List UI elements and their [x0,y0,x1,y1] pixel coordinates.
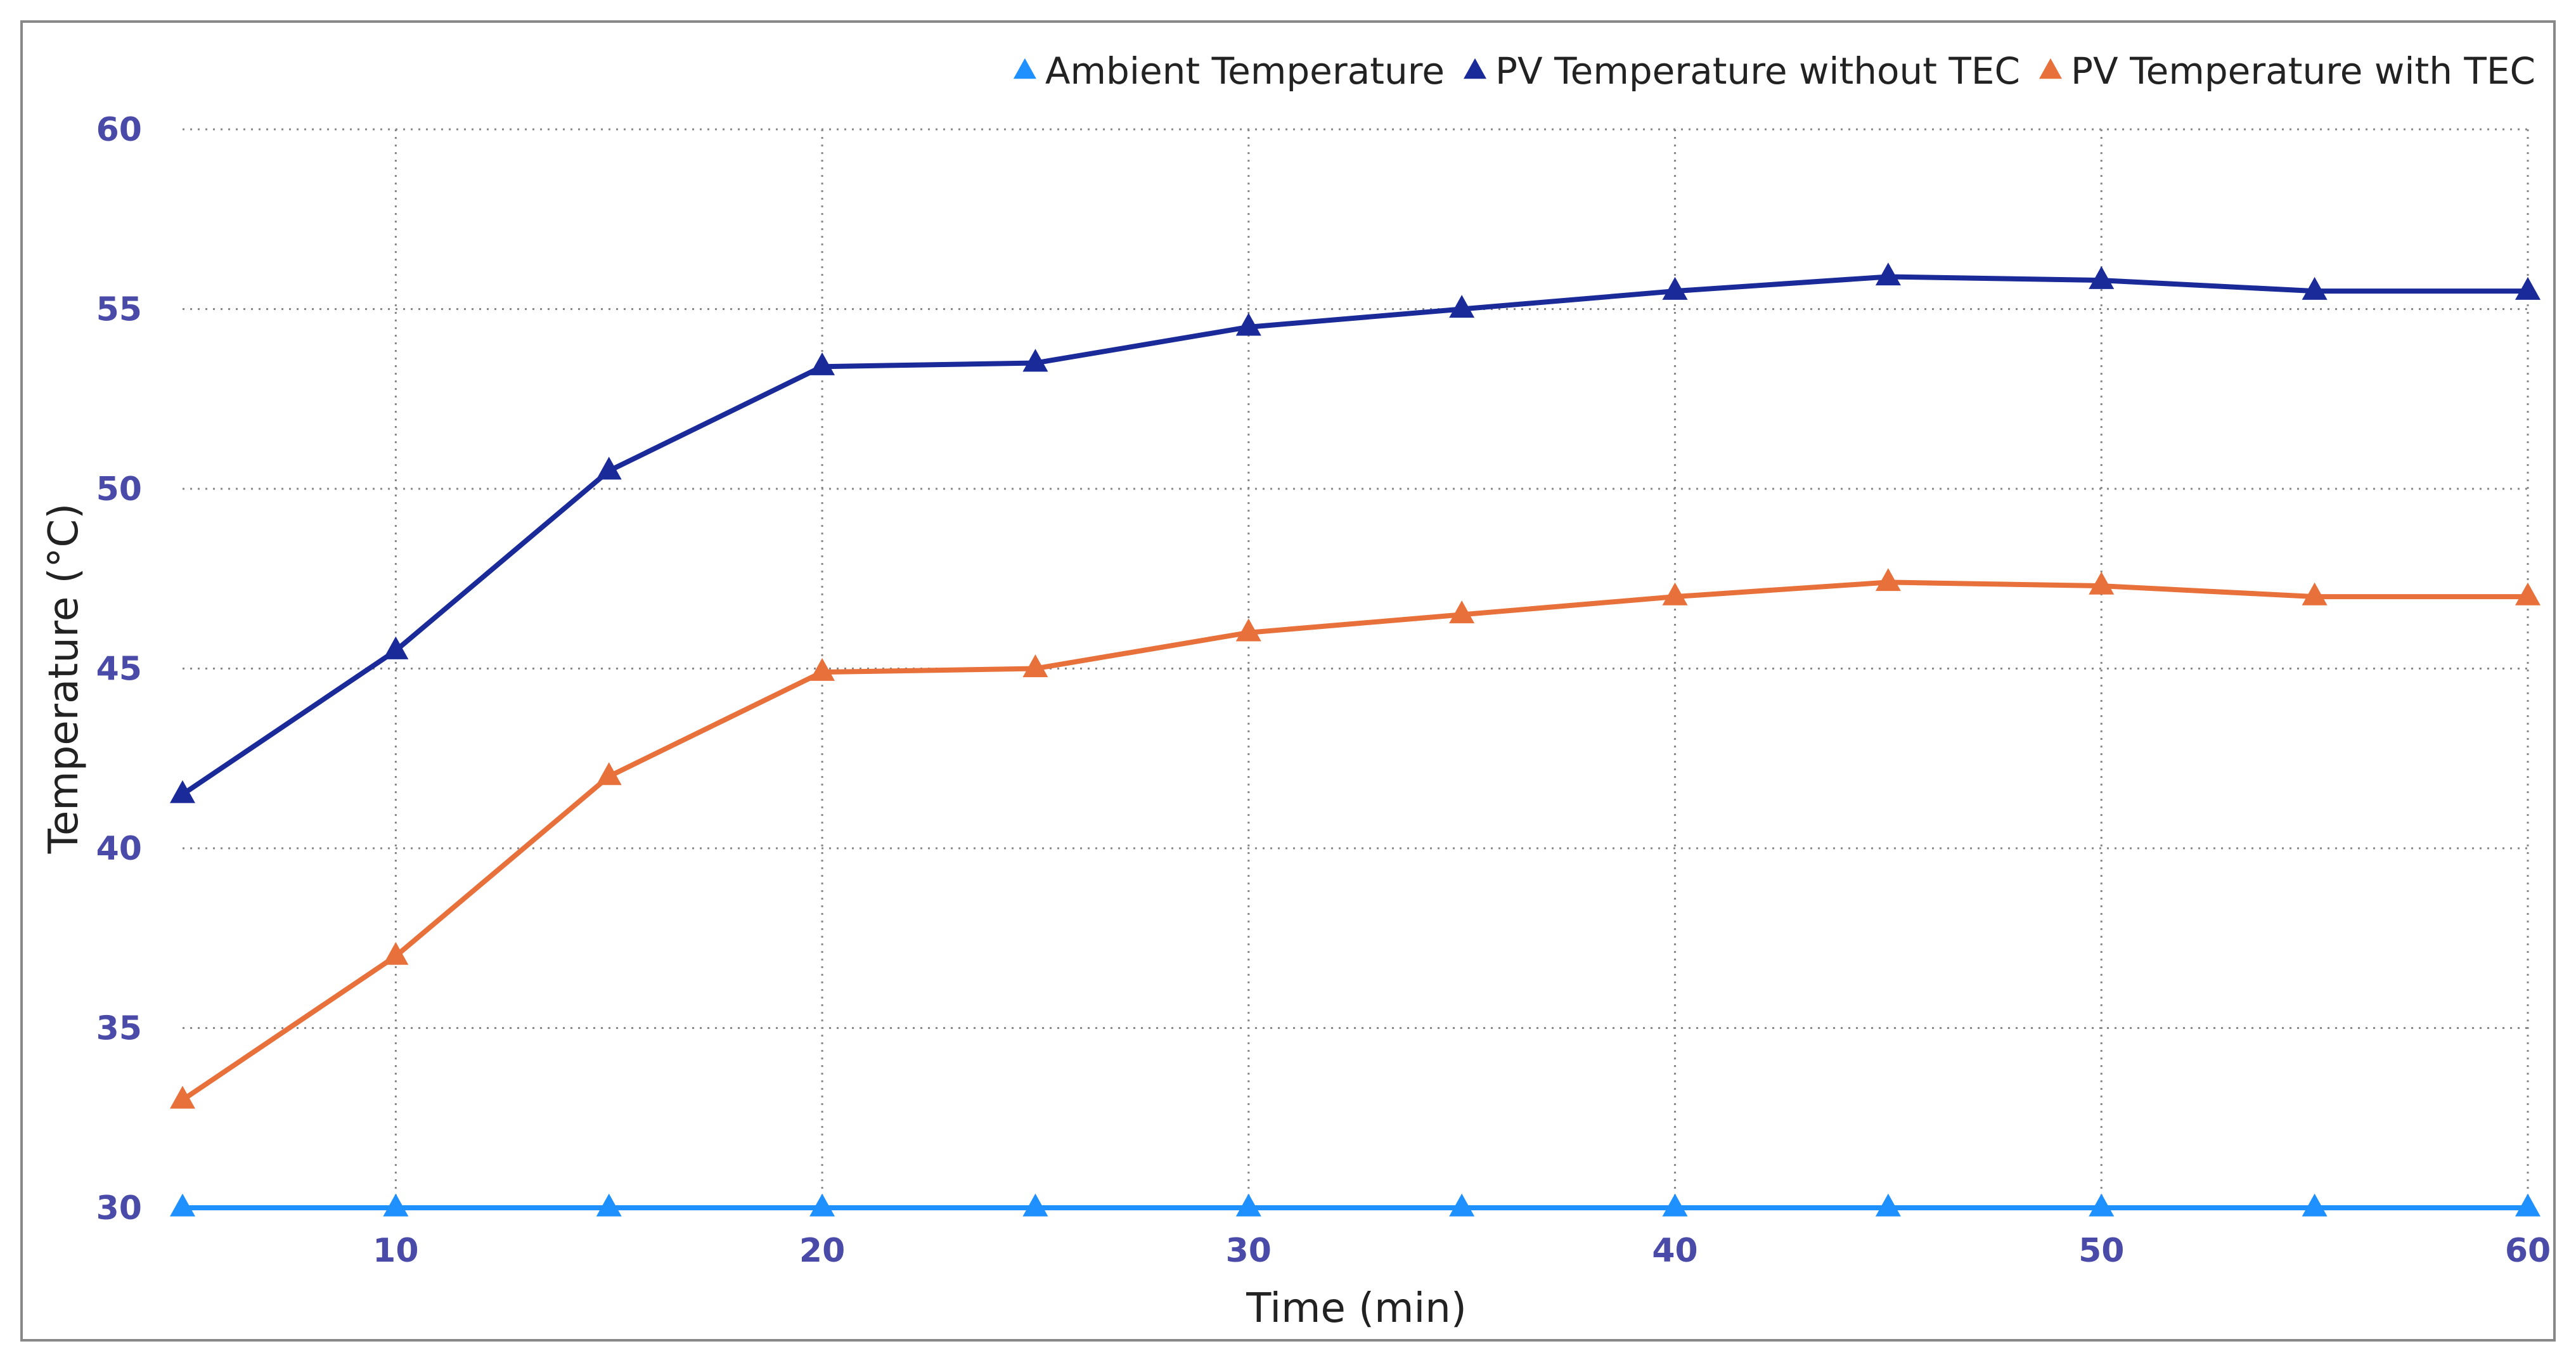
data-point-marker [383,941,409,965]
x-tick-label: 10 [373,1232,418,1270]
series-group [170,262,2541,803]
data-point-marker [1662,1193,1688,1217]
data-point-marker [596,1193,622,1217]
data-point-marker [596,762,622,786]
data-point-marker [383,636,409,659]
y-axis-title: Temperature (°C) [41,503,87,854]
data-point-marker [1662,582,1688,605]
series-layer [170,262,2541,1217]
data-point-marker [2302,276,2328,300]
data-point-marker [1022,349,1048,372]
data-point-marker [2302,1193,2328,1217]
data-point-marker [2089,571,2115,595]
data-point-marker [1875,568,1901,592]
data-point-marker [809,352,835,375]
legend-item: Ambient Temperature [1013,49,1445,93]
data-point-marker [1662,276,1688,300]
y-tick-label: 55 [96,291,142,329]
data-point-marker [2302,582,2328,605]
data-point-marker [1235,1193,1261,1217]
y-tick-label: 45 [96,650,142,689]
y-tick-label: 40 [96,830,142,868]
data-point-marker [2515,276,2541,300]
data-point-marker [1235,313,1261,336]
x-tick-label: 50 [2078,1232,2124,1270]
x-tick-label: 60 [2505,1232,2551,1270]
data-point-marker [1022,654,1048,678]
data-point-marker [1449,295,1475,318]
y-tick-label: 30 [96,1189,142,1227]
data-point-marker [809,657,835,681]
legend: Ambient Temperature PV Temperature withou… [1013,49,2535,93]
data-point-marker [1449,600,1475,624]
data-point-marker [1235,618,1261,642]
legend-marker-icon [1464,58,1487,79]
y-tick-label: 35 [96,1010,142,1048]
tick-layer: 30 35 40 45 50 55 60 10 20 30 40 50 60 [96,111,2551,1270]
data-point-marker [383,1193,409,1217]
data-point-marker [2515,1193,2541,1217]
data-point-marker [596,456,622,480]
x-tick-label: 30 [1226,1232,1272,1270]
chart-frame [20,20,2556,1342]
series-group [170,568,2541,1109]
legend-item: PV Temperature without TEC [1464,49,2020,93]
y-tick-label: 50 [96,470,142,508]
legend-marker-icon [2039,58,2062,79]
legend-item: PV Temperature with TEC [2039,49,2535,93]
data-point-marker [1875,1193,1901,1217]
data-point-marker [2089,266,2115,289]
data-point-marker [2515,582,2541,605]
data-point-marker [1449,1193,1475,1217]
x-tick-label: 40 [1652,1232,1697,1270]
data-point-marker [170,1193,195,1217]
data-point-marker [2089,1193,2115,1217]
series-group [170,1193,2541,1217]
data-point-marker [1875,262,1901,286]
legend-label: Ambient Temperature [1045,49,1445,93]
x-tick-label: 20 [799,1232,845,1270]
series-line [181,579,2528,1103]
y-tick-label: 60 [96,111,142,149]
legend-label: PV Temperature with TEC [2071,49,2535,93]
x-axis-title: Time (min) [1246,1285,1467,1332]
data-point-marker [170,780,195,803]
legend-label: PV Temperature without TEC [1495,49,2020,93]
series-line [181,274,2528,797]
data-point-marker [809,1193,835,1217]
data-point-marker [1022,1193,1048,1217]
legend-marker-icon [1013,58,1036,79]
data-point-marker [170,1085,195,1109]
